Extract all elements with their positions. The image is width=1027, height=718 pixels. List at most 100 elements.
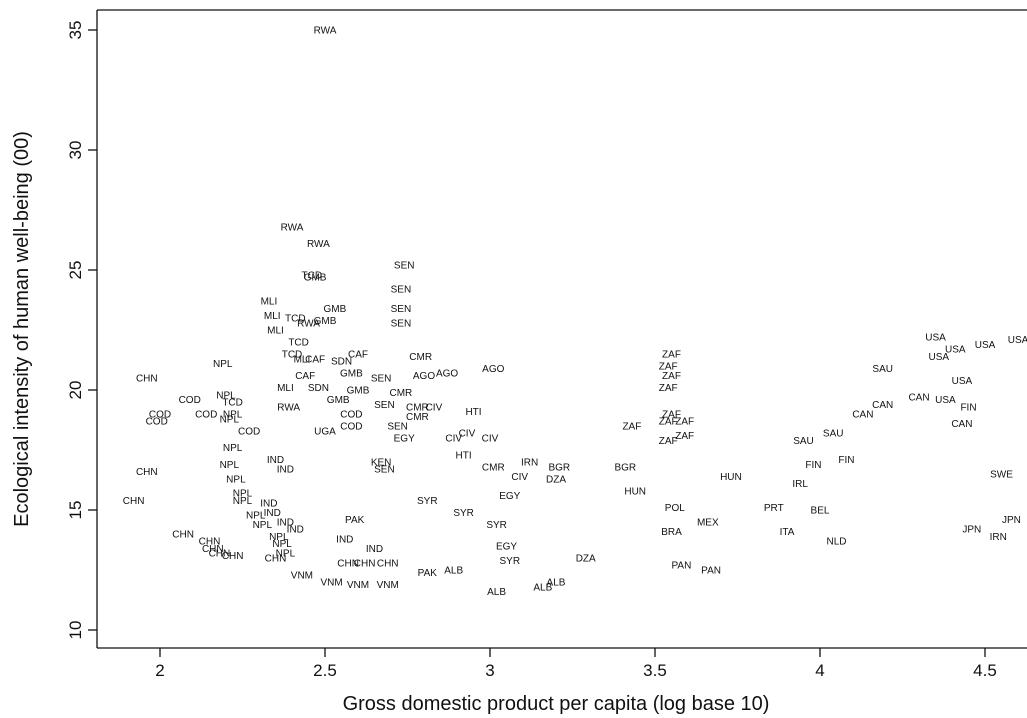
point-label-npl: NPL: [213, 359, 233, 370]
point-label-sau: SAU: [823, 429, 844, 440]
point-label-sdn: SDN: [331, 357, 352, 368]
point-label-zaf: ZAF: [659, 436, 678, 447]
point-label-alb: ALB: [444, 566, 463, 577]
point-label-zaf: ZAF: [659, 362, 678, 373]
point-label-gmb: GMB: [340, 369, 363, 380]
point-label-can: CAN: [951, 419, 972, 430]
point-label-npl: NPL: [233, 489, 253, 500]
point-label-sen: SEN: [394, 261, 415, 272]
point-label-cmr: CMR: [409, 352, 432, 363]
point-label-npl: NPL: [223, 443, 243, 454]
point-label-pak: PAK: [418, 568, 438, 579]
point-label-vnm: VNM: [291, 570, 313, 581]
point-label-syr: SYR: [417, 496, 438, 507]
point-label-bra: BRA: [661, 527, 682, 538]
point-label-ind: IND: [277, 465, 294, 476]
point-label-pak: PAK: [345, 515, 365, 526]
y-tick-label: 20: [66, 381, 85, 400]
point-label-sau: SAU: [872, 364, 893, 375]
point-label-nld: NLD: [826, 537, 846, 548]
x-tick-label: 4.5: [973, 661, 997, 680]
point-label-mli: MLI: [264, 311, 281, 322]
point-label-cmr: CMR: [390, 388, 413, 399]
point-label-chn: CHN: [123, 496, 145, 507]
point-label-chn: CHN: [209, 549, 231, 560]
point-label-can: CAN: [872, 400, 893, 411]
x-tick-label: 3: [485, 661, 494, 680]
point-label-gmb: GMB: [314, 316, 337, 327]
point-label-pan: PAN: [701, 566, 721, 577]
point-label-tcd: TCD: [222, 398, 243, 409]
point-label-irn: IRN: [990, 532, 1007, 543]
point-label-fin: FIN: [838, 455, 854, 466]
point-label-tcd: TCD: [302, 270, 323, 281]
x-axis: 2 2.5 3 3.5 4 4.5: [155, 648, 997, 680]
point-label-sen: SEN: [391, 318, 412, 329]
point-label-npl: NPL: [246, 510, 266, 521]
point-label-syr: SYR: [500, 556, 521, 567]
point-label-chn: CHN: [172, 530, 194, 541]
point-label-cmr: CMR: [482, 462, 505, 473]
point-label-vnm: VNM: [347, 580, 369, 591]
point-label-gmb: GMB: [327, 395, 350, 406]
point-label-uga: UGA: [314, 426, 336, 437]
point-label-tcd: TCD: [285, 314, 306, 325]
point-label-irl: IRL: [792, 479, 808, 490]
point-label-zaf: ZAF: [662, 350, 681, 361]
point-label-rwa: RWA: [297, 318, 320, 329]
point-label-irn: IRN: [521, 458, 538, 469]
point-label-alb: ALB: [533, 582, 552, 593]
point-label-sau: SAU: [793, 436, 814, 447]
point-label-sen: SEN: [374, 400, 395, 411]
x-tick-label: 4: [815, 661, 824, 680]
point-label-npl: NPL: [220, 414, 240, 425]
point-label-tcd: TCD: [282, 350, 303, 361]
point-label-cod: COD: [146, 417, 168, 428]
point-label-ago: AGO: [413, 371, 435, 382]
point-label-can: CAN: [852, 410, 873, 421]
point-label-mli: MLI: [294, 354, 311, 365]
point-label-mli: MLI: [277, 383, 294, 394]
point-label-dza: DZA: [546, 474, 566, 485]
point-label-ind: IND: [267, 455, 284, 466]
point-label-civ: CIV: [511, 472, 528, 483]
point-label-usa: USA: [935, 395, 956, 406]
point-label-zaf: ZAF: [659, 383, 678, 394]
point-label-usa: USA: [925, 333, 946, 344]
y-tick-label: 30: [66, 141, 85, 160]
point-label-sen: SEN: [374, 465, 395, 476]
point-label-cod: COD: [340, 422, 362, 433]
point-label-ind: IND: [264, 508, 281, 519]
point-label-npl: NPL: [233, 496, 253, 507]
point-label-chn: CHN: [265, 554, 287, 565]
point-label-syr: SYR: [453, 508, 474, 519]
point-label-alb: ALB: [487, 587, 506, 598]
point-label-bel: BEL: [811, 506, 830, 517]
point-label-hun: HUN: [720, 472, 742, 483]
point-label-ken: KEN: [371, 458, 392, 469]
point-label-usa: USA: [952, 376, 973, 387]
point-label-ago: AGO: [436, 369, 458, 380]
point-label-sdn: SDN: [308, 383, 329, 394]
point-label-cod: COD: [340, 410, 362, 421]
point-label-usa: USA: [929, 352, 950, 363]
point-label-cod: COD: [149, 410, 171, 421]
point-label-fin: FIN: [805, 460, 821, 471]
plot-area: [96, 9, 1027, 649]
point-label-ago: AGO: [482, 364, 504, 375]
point-label-zaf: ZAF: [675, 431, 694, 442]
point-label-civ: CIV: [426, 402, 443, 413]
point-label-egy: EGY: [499, 491, 520, 502]
point-label-bgr: BGR: [548, 462, 570, 473]
point-label-npl: NPL: [216, 390, 236, 401]
point-label-fin: FIN: [960, 402, 976, 413]
point-label-swe: SWE: [990, 470, 1013, 481]
point-label-ind: IND: [277, 518, 294, 529]
point-label-cod: COD: [238, 426, 260, 437]
point-label-caf: CAF: [305, 354, 325, 365]
point-label-sen: SEN: [387, 422, 408, 433]
point-label-npl: NPL: [223, 410, 243, 421]
point-label-gmb: GMB: [347, 386, 370, 397]
point-label-rwa: RWA: [281, 222, 304, 233]
